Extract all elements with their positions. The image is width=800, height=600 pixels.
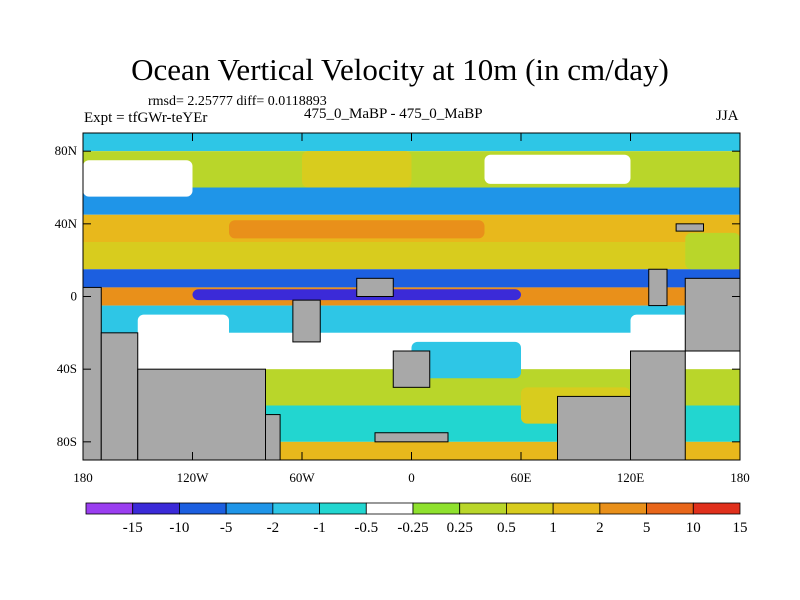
land-mass: [648, 268, 668, 307]
field-patch: [685, 232, 740, 270]
season-label: JJA: [716, 108, 739, 124]
colorbar-swatch: [692, 502, 741, 515]
colorbar-label: 0.5: [497, 520, 516, 536]
land-mass: [684, 277, 740, 352]
colorbar-swatch: [272, 502, 320, 515]
field-patch: [302, 151, 412, 188]
colorbar-swatch: [506, 502, 554, 515]
field-band: [83, 187, 740, 215]
colorbar-swatch: [412, 502, 461, 515]
land-mass: [630, 350, 686, 460]
colorbar-label: -5: [220, 520, 233, 536]
land-mass: [137, 368, 266, 460]
x-tick-label: 60W: [289, 470, 315, 485]
colorbar-label: -10: [169, 520, 189, 536]
colorbar-label: 0.25: [447, 520, 473, 536]
experiment-label: Expt = tfGWr-teYEr: [84, 110, 208, 126]
land-mass: [557, 395, 631, 460]
x-tick-label: 180: [73, 470, 93, 485]
field-band: [83, 242, 740, 270]
x-tick-label: 120E: [617, 470, 645, 485]
x-tick-label: 180: [730, 470, 750, 485]
x-tick-label: 0: [408, 470, 415, 485]
colorbar-label: 10: [686, 520, 701, 536]
colorbar-label: 15: [733, 520, 748, 536]
colorbar-label: -0.5: [354, 520, 378, 536]
colorbar-swatch: [365, 502, 414, 515]
y-tick-label: 40N: [55, 216, 78, 231]
colorbar-swatch: [225, 502, 274, 515]
field-patch: [137, 314, 229, 342]
colorbar-swatch: [132, 502, 180, 515]
land-mass: [374, 432, 449, 443]
land-mass: [100, 332, 139, 460]
field-band: [83, 269, 740, 288]
colorbar-swatch: [646, 502, 694, 515]
colorbar-label: 2: [596, 520, 604, 536]
colorbar-label: -2: [267, 520, 280, 536]
land-mass: [675, 223, 704, 232]
colorbar-swatch: [459, 502, 507, 515]
x-tick-label: 60E: [511, 470, 532, 485]
colorbar-label: 5: [643, 520, 651, 536]
colorbar-label: 1: [549, 520, 557, 536]
colorbar-swatch: [179, 502, 227, 515]
field-patch: [484, 154, 631, 184]
land-mass: [392, 350, 431, 388]
difference-label: 475_0_MaBP - 475_0_MaBP: [304, 106, 483, 122]
field-patch: [83, 160, 193, 197]
colorbar-swatch: [599, 502, 647, 515]
stats-line: rmsd= 2.25777 diff= 0.0118893: [148, 94, 327, 109]
chart-title: Ocean Vertical Velocity at 10m (in cm/da…: [131, 52, 669, 87]
colorbar-swatch: [552, 502, 601, 515]
land-mass: [265, 414, 281, 460]
field-patch: [229, 220, 485, 239]
colorbar-swatch: [85, 502, 134, 515]
colorbar-label: -15: [123, 520, 143, 536]
y-tick-label: 0: [71, 289, 78, 304]
colorbar-swatch: [319, 502, 367, 515]
land-mass: [356, 277, 394, 298]
colorbar-label: -1: [313, 520, 326, 536]
colorbar-label: -0.25: [397, 520, 428, 536]
land-mass: [83, 286, 102, 460]
x-tick-label: 120W: [177, 470, 210, 485]
field-band: [83, 133, 740, 152]
y-tick-label: 40S: [57, 361, 77, 376]
land-mass: [292, 299, 321, 343]
y-tick-label: 80N: [55, 143, 78, 158]
field-patch: [411, 341, 521, 379]
y-tick-label: 80S: [57, 434, 77, 449]
